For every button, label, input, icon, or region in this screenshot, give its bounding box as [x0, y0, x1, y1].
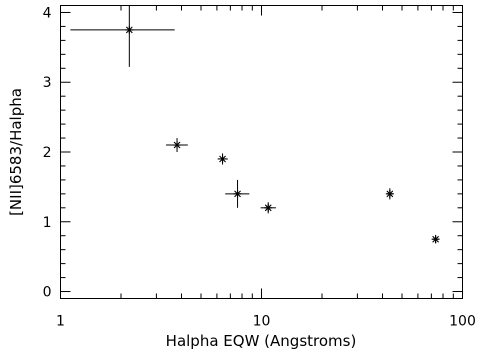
data-point	[217, 153, 228, 165]
data-points	[70, 5, 440, 244]
y-tick-label: 0	[43, 285, 52, 301]
y-axis-label: [NII]6583/Halpha	[7, 88, 25, 216]
y-tick-label: 3	[43, 75, 52, 91]
y-tick-label: 4	[43, 5, 52, 21]
asterisk-marker	[125, 25, 134, 34]
asterisk-marker	[173, 141, 182, 150]
data-point	[431, 235, 440, 244]
x-axis-label: Halpha EQW (Angstroms)	[166, 332, 357, 350]
x-tick-label: 1	[56, 314, 65, 330]
data-point	[260, 202, 276, 214]
y-tick-label: 1	[43, 215, 52, 231]
data-point	[225, 179, 250, 208]
data-point	[166, 138, 188, 152]
data-point	[385, 188, 394, 200]
y-tick-label: 2	[43, 145, 52, 161]
data-point	[70, 5, 175, 67]
asterisk-marker	[233, 189, 242, 198]
asterisk-marker	[264, 203, 273, 212]
asterisk-marker	[218, 154, 227, 163]
x-tick-label: 100	[449, 314, 476, 330]
x-tick-label: 10	[253, 314, 271, 330]
asterisk-marker	[431, 235, 440, 244]
plot-frame	[60, 5, 463, 299]
asterisk-marker	[385, 189, 394, 198]
